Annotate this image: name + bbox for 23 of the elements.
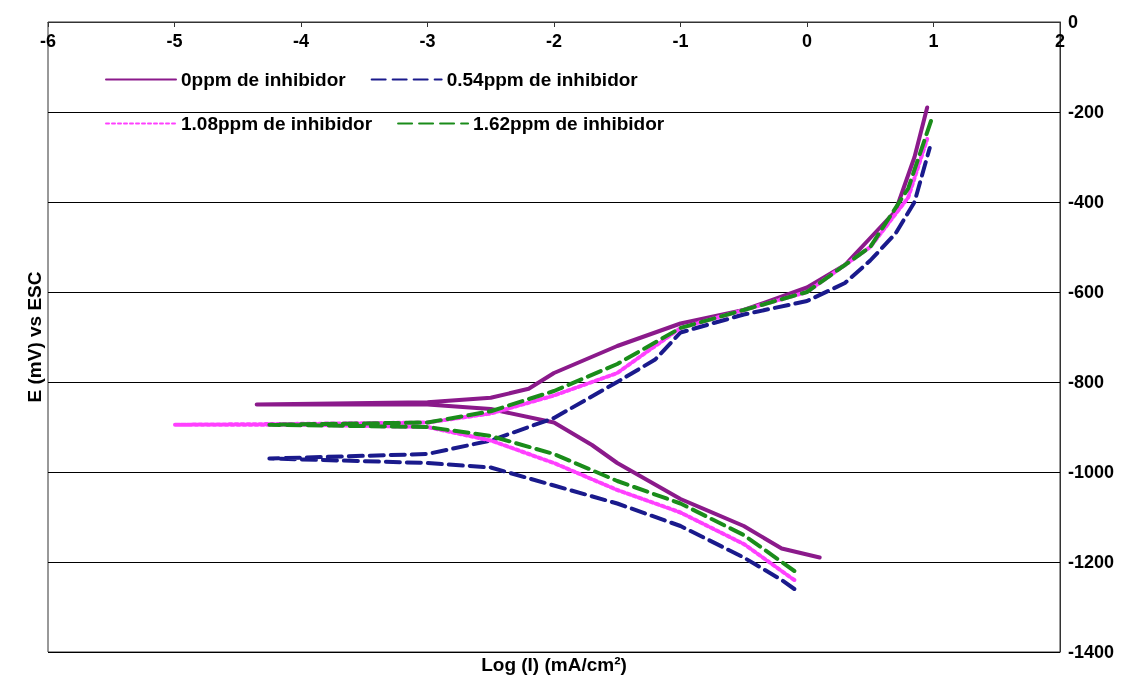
x-tick-label: 1 <box>928 31 939 51</box>
legend-label: 1.08ppm de inhibidor <box>181 113 373 134</box>
legend-label: 0.54ppm de inhibidor <box>446 69 639 90</box>
x-tick-label: -5 <box>166 31 183 51</box>
y-tick-label: -1200 <box>1068 552 1115 572</box>
x-tick-label: -2 <box>545 31 563 51</box>
x-tick-label: -4 <box>292 31 310 51</box>
y-tick-label: -1000 <box>1068 462 1115 482</box>
y-tick-label: -800 <box>1068 372 1105 392</box>
x-tick-label: 0 <box>801 31 813 51</box>
legend-label: 0ppm de inhibidor <box>181 69 347 90</box>
y-tick-label: 0 <box>1068 12 1079 32</box>
y-tick-label: -600 <box>1068 282 1105 302</box>
x-axis-title: Log (I) (mA/cm²) <box>481 654 627 675</box>
y-tick-label: -200 <box>1068 102 1105 122</box>
legend-label: 1.62ppm de inhibidor <box>473 113 665 134</box>
x-tick-label: -1 <box>672 31 689 51</box>
x-tick-label: -6 <box>39 31 57 51</box>
y-axis-title: E (mV) vs ESC <box>24 271 45 403</box>
y-tick-label: -1400 <box>1068 642 1115 662</box>
y-tick-label: -400 <box>1068 192 1105 212</box>
x-tick-label: -3 <box>419 31 436 51</box>
line-series <box>172 137 930 582</box>
